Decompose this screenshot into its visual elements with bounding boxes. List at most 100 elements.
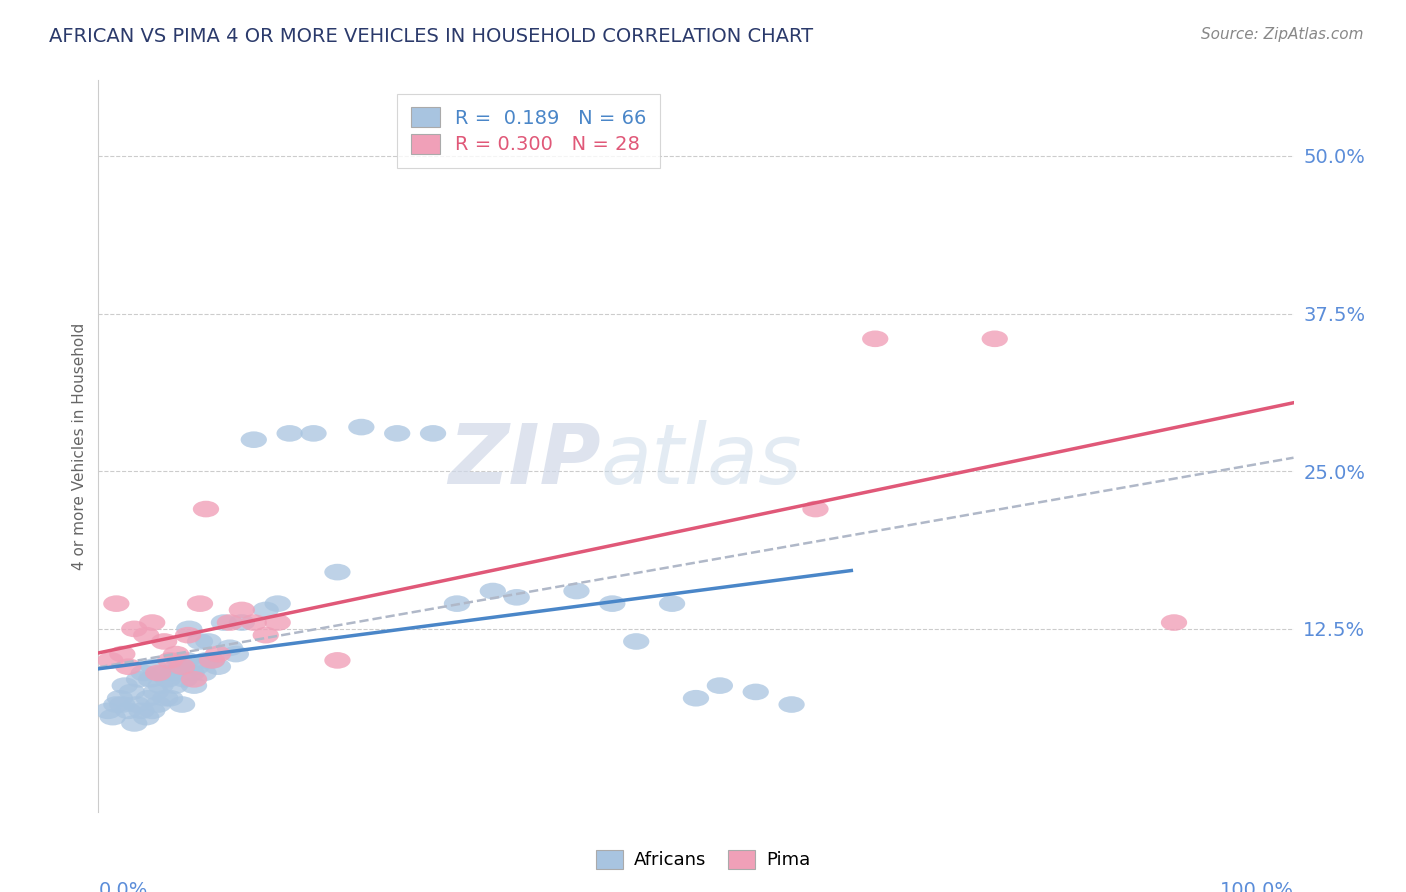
Ellipse shape bbox=[183, 658, 209, 675]
Ellipse shape bbox=[134, 709, 159, 725]
Ellipse shape bbox=[142, 683, 169, 700]
Ellipse shape bbox=[503, 589, 530, 606]
Ellipse shape bbox=[169, 696, 195, 713]
Ellipse shape bbox=[253, 601, 278, 618]
Ellipse shape bbox=[862, 330, 889, 347]
Text: atlas: atlas bbox=[600, 420, 801, 501]
Ellipse shape bbox=[128, 703, 155, 719]
Ellipse shape bbox=[803, 500, 828, 517]
Y-axis label: 4 or more Vehicles in Household: 4 or more Vehicles in Household bbox=[72, 322, 87, 570]
Ellipse shape bbox=[198, 652, 225, 669]
Ellipse shape bbox=[141, 658, 166, 675]
Ellipse shape bbox=[135, 690, 162, 706]
Ellipse shape bbox=[145, 696, 172, 713]
Ellipse shape bbox=[165, 658, 190, 675]
Ellipse shape bbox=[253, 627, 278, 643]
Ellipse shape bbox=[193, 500, 219, 517]
Ellipse shape bbox=[229, 601, 254, 618]
Ellipse shape bbox=[707, 677, 733, 694]
Ellipse shape bbox=[138, 671, 165, 688]
Ellipse shape bbox=[779, 696, 804, 713]
Text: Source: ZipAtlas.com: Source: ZipAtlas.com bbox=[1201, 27, 1364, 42]
Ellipse shape bbox=[103, 696, 129, 713]
Ellipse shape bbox=[264, 615, 291, 631]
Ellipse shape bbox=[181, 671, 207, 688]
Ellipse shape bbox=[174, 652, 200, 669]
Ellipse shape bbox=[131, 665, 157, 681]
Ellipse shape bbox=[277, 425, 302, 442]
Ellipse shape bbox=[683, 690, 709, 706]
Ellipse shape bbox=[1161, 615, 1187, 631]
Ellipse shape bbox=[349, 418, 374, 435]
Ellipse shape bbox=[115, 703, 142, 719]
Ellipse shape bbox=[599, 595, 626, 612]
Ellipse shape bbox=[187, 595, 214, 612]
Ellipse shape bbox=[384, 425, 411, 442]
Ellipse shape bbox=[166, 652, 193, 669]
Ellipse shape bbox=[187, 633, 214, 649]
Ellipse shape bbox=[139, 615, 166, 631]
Ellipse shape bbox=[240, 432, 267, 448]
Ellipse shape bbox=[103, 595, 129, 612]
Ellipse shape bbox=[145, 665, 172, 681]
Ellipse shape bbox=[229, 615, 254, 631]
Ellipse shape bbox=[118, 683, 145, 700]
Legend: Africans, Pima: Africans, Pima bbox=[586, 841, 820, 879]
Text: 100.0%: 100.0% bbox=[1219, 881, 1294, 892]
Ellipse shape bbox=[110, 696, 135, 713]
Ellipse shape bbox=[148, 677, 174, 694]
Ellipse shape bbox=[181, 677, 207, 694]
Ellipse shape bbox=[659, 595, 685, 612]
Ellipse shape bbox=[264, 595, 291, 612]
Legend: R =  0.189   N = 66, R = 0.300   N = 28: R = 0.189 N = 66, R = 0.300 N = 28 bbox=[396, 94, 661, 168]
Ellipse shape bbox=[420, 425, 446, 442]
Ellipse shape bbox=[111, 677, 138, 694]
Ellipse shape bbox=[211, 615, 238, 631]
Ellipse shape bbox=[205, 658, 231, 675]
Ellipse shape bbox=[124, 696, 150, 713]
Ellipse shape bbox=[174, 627, 201, 643]
Ellipse shape bbox=[127, 671, 152, 688]
Ellipse shape bbox=[176, 621, 202, 637]
Ellipse shape bbox=[217, 615, 243, 631]
Ellipse shape bbox=[162, 677, 188, 694]
Ellipse shape bbox=[325, 564, 350, 581]
Ellipse shape bbox=[444, 595, 470, 612]
Ellipse shape bbox=[139, 703, 166, 719]
Ellipse shape bbox=[159, 665, 186, 681]
Ellipse shape bbox=[623, 633, 650, 649]
Ellipse shape bbox=[169, 658, 195, 675]
Text: ZIP: ZIP bbox=[447, 420, 600, 501]
Ellipse shape bbox=[198, 652, 225, 669]
Ellipse shape bbox=[240, 615, 267, 631]
Ellipse shape bbox=[742, 683, 769, 700]
Ellipse shape bbox=[217, 640, 243, 657]
Ellipse shape bbox=[301, 425, 326, 442]
Ellipse shape bbox=[100, 709, 127, 725]
Ellipse shape bbox=[155, 671, 181, 688]
Text: AFRICAN VS PIMA 4 OR MORE VEHICLES IN HOUSEHOLD CORRELATION CHART: AFRICAN VS PIMA 4 OR MORE VEHICLES IN HO… bbox=[49, 27, 813, 45]
Text: 0.0%: 0.0% bbox=[98, 881, 148, 892]
Ellipse shape bbox=[157, 690, 183, 706]
Ellipse shape bbox=[107, 690, 134, 706]
Ellipse shape bbox=[564, 582, 589, 599]
Ellipse shape bbox=[110, 646, 135, 663]
Ellipse shape bbox=[94, 703, 121, 719]
Ellipse shape bbox=[195, 633, 222, 649]
Ellipse shape bbox=[325, 652, 350, 669]
Ellipse shape bbox=[115, 658, 142, 675]
Ellipse shape bbox=[163, 646, 190, 663]
Ellipse shape bbox=[152, 690, 179, 706]
Ellipse shape bbox=[157, 652, 183, 669]
Ellipse shape bbox=[205, 646, 231, 663]
Ellipse shape bbox=[222, 646, 249, 663]
Ellipse shape bbox=[479, 582, 506, 599]
Ellipse shape bbox=[97, 652, 124, 669]
Ellipse shape bbox=[121, 621, 148, 637]
Ellipse shape bbox=[179, 665, 205, 681]
Ellipse shape bbox=[190, 665, 217, 681]
Ellipse shape bbox=[134, 627, 159, 643]
Ellipse shape bbox=[150, 665, 176, 681]
Ellipse shape bbox=[121, 715, 148, 731]
Ellipse shape bbox=[172, 671, 198, 688]
